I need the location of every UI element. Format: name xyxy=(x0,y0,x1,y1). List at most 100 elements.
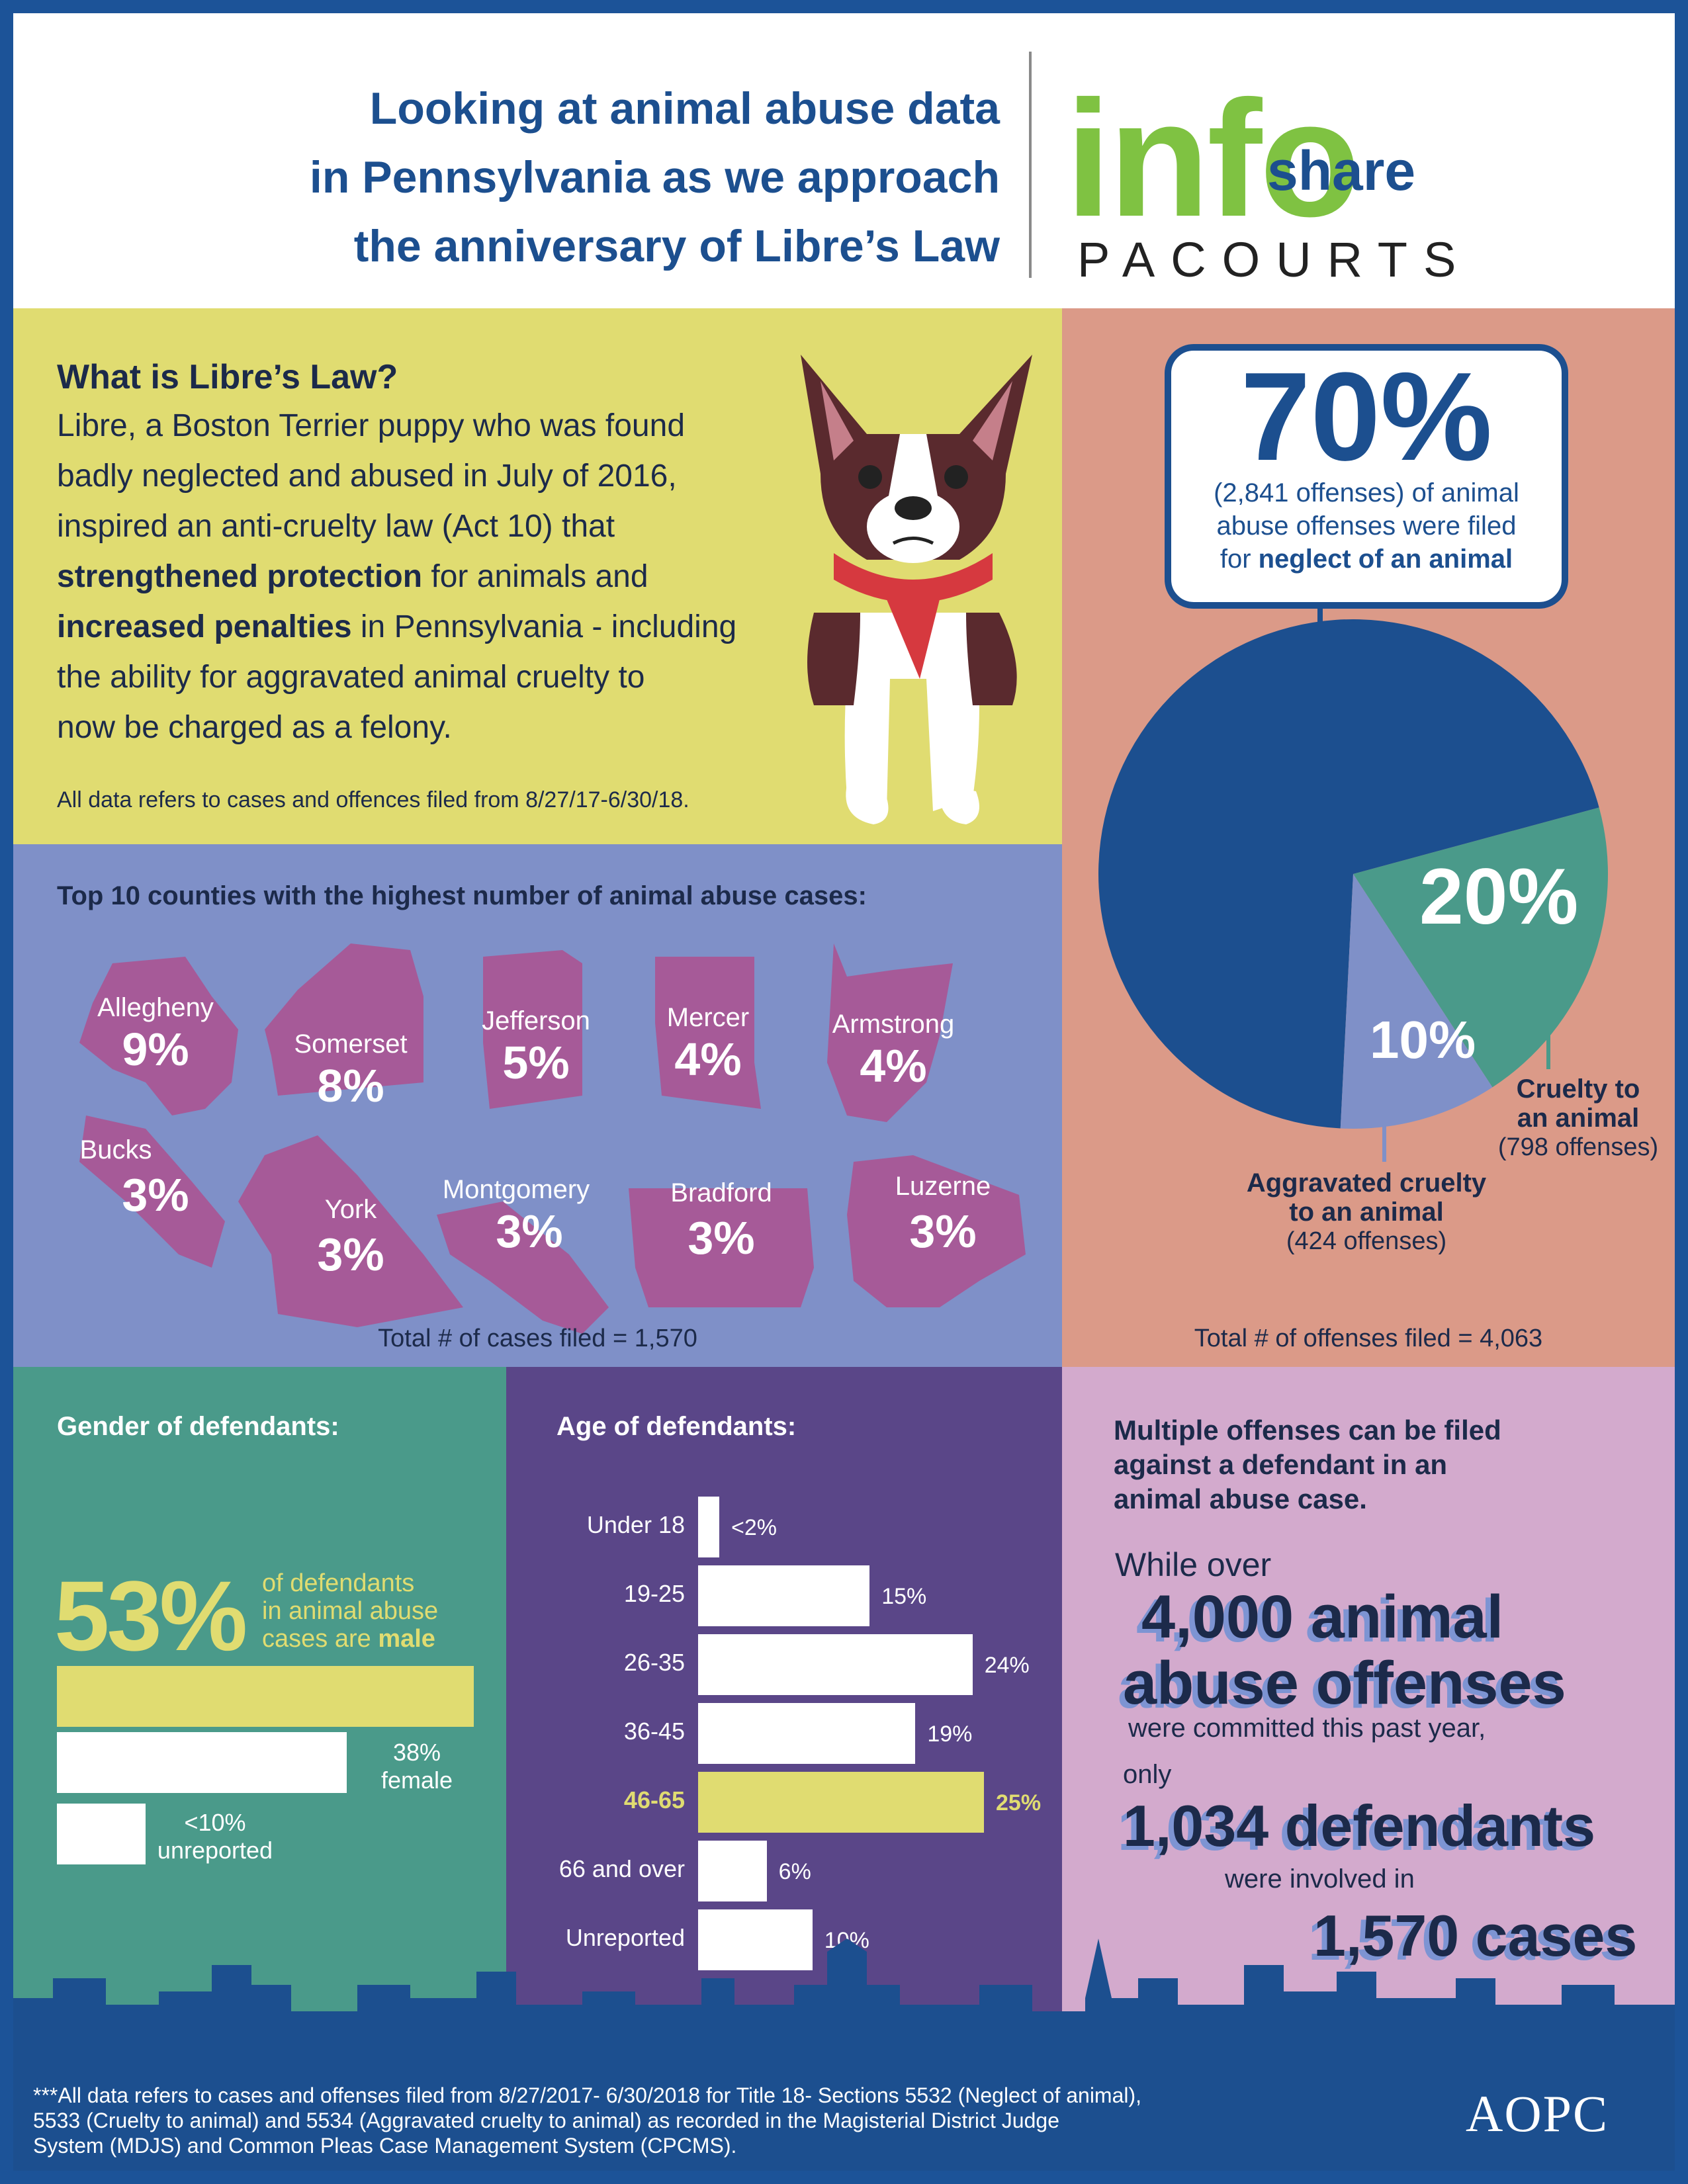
age-value: 19% xyxy=(927,1722,973,1747)
cruelty-line: Cruelty to xyxy=(1516,1074,1640,1104)
boston-terrier-illustration xyxy=(801,355,1032,824)
female-label: 38% female xyxy=(364,1739,470,1794)
age-label: Unreported xyxy=(565,1924,685,1951)
bucks-county-shape xyxy=(79,1115,225,1268)
libre-line: strengthened protection for animals and xyxy=(57,552,818,602)
logo-info: info xyxy=(1065,66,1360,251)
male-pct: 53% xyxy=(54,1560,247,1671)
pie-slice-cruelty xyxy=(1353,807,1608,1088)
male-text: cases are xyxy=(262,1625,378,1653)
libre-heading: What is Libre’s Law? xyxy=(57,358,398,396)
footer-note-line: 5533 (Cruelty to animal) and 5534 (Aggra… xyxy=(33,2109,1059,2132)
county-pct: 4% xyxy=(674,1033,742,1085)
neglect-line: abuse offenses were filed xyxy=(1216,511,1517,541)
logo-share: share xyxy=(1267,140,1416,202)
age-value: 25% xyxy=(996,1790,1042,1815)
aggravated-pct: 10% xyxy=(1370,1010,1476,1069)
county-pct: 5% xyxy=(502,1037,570,1088)
county-name: Bucks xyxy=(79,1135,152,1164)
logo-pacourts: PACOURTS xyxy=(1077,232,1472,287)
libre-line: Libre, a Boston Terrier puppy who was fo… xyxy=(57,408,686,443)
pie-slices xyxy=(1098,619,1608,1129)
footer: ***All data refers to cases and offenses… xyxy=(13,2029,1675,2171)
aggravated-line: to an animal xyxy=(1289,1198,1444,1227)
county-pct: 3% xyxy=(317,1229,384,1280)
offenses-stat: abuse offenses xyxy=(1123,1649,1566,1717)
age-value: 6% xyxy=(778,1859,811,1884)
while-over-text: While over xyxy=(1115,1546,1272,1583)
unreported-pct: <10% xyxy=(184,1809,246,1836)
cruelty-count: (798 offenses) xyxy=(1497,1133,1659,1161)
offenses-stat: 4,000 animal xyxy=(1141,1583,1504,1651)
montgomery-county-shape xyxy=(437,1201,609,1334)
header-divider xyxy=(1029,52,1032,278)
city-skyline-silhouette xyxy=(13,1939,1675,2031)
county-name: Luzerne xyxy=(895,1172,991,1201)
male-line: of defendants xyxy=(262,1569,415,1597)
allegheny-county-shape xyxy=(79,957,238,1115)
age-heading: Age of defendants: xyxy=(556,1412,797,1441)
libre-panel: What is Libre’s Law? Libre, a Boston Ter… xyxy=(13,308,1062,844)
libre-text: for animals and xyxy=(422,559,648,594)
county-shapes xyxy=(79,943,1026,1334)
age-value: 15% xyxy=(881,1584,927,1609)
female-bar xyxy=(57,1732,347,1793)
county-pct: 3% xyxy=(909,1205,977,1257)
counties-panel: Top 10 counties with the highest number … xyxy=(13,844,1062,1367)
pie-slice-aggravated xyxy=(1340,874,1493,1129)
libre-note: All data refers to cases and offences fi… xyxy=(57,787,689,812)
jefferson-county-shape xyxy=(483,950,582,1109)
libre-description: Libre, a Boston Terrier puppy who was fo… xyxy=(57,401,818,753)
age-label: Under 18 xyxy=(586,1511,685,1538)
county-pct: 9% xyxy=(122,1024,189,1075)
involved-text: were involved in xyxy=(1225,1864,1415,1894)
county-name: Allegheny xyxy=(97,993,214,1022)
libre-text: in Pennsylvania - including xyxy=(351,609,737,644)
counties-heading: Top 10 counties with the highest number … xyxy=(57,881,867,910)
male-bar xyxy=(57,1666,474,1727)
aggravated-line: Aggravated cruelty xyxy=(1246,1168,1487,1198)
county-name: Mercer xyxy=(666,1003,750,1032)
age-bar xyxy=(698,1497,719,1557)
libre-bold: strengthened protection xyxy=(57,559,423,594)
neglect-bold: neglect of an animal xyxy=(1258,545,1513,574)
footer-note-line: System (MDJS) and Common Pleas Case Mana… xyxy=(33,2134,737,2158)
york-county-shape xyxy=(238,1135,463,1327)
multi-heading-line: animal abuse case. xyxy=(1114,1483,1367,1514)
age-label: 19-25 xyxy=(623,1580,685,1607)
libre-line: now be charged as a felony. xyxy=(57,710,452,745)
female-text: female xyxy=(380,1767,453,1794)
mercer-county-shape xyxy=(655,957,761,1109)
county-pct: 8% xyxy=(317,1060,384,1112)
title-line-2: in Pennsylvania as we approach xyxy=(309,152,1000,202)
libre-line: inspired an anti-cruelty law (Act 10) th… xyxy=(57,509,615,544)
unreported-label: <10% unreported xyxy=(146,1809,285,1864)
county-name: Montgomery xyxy=(442,1175,590,1204)
age-bar xyxy=(698,1565,870,1626)
libre-line: increased penalties in Pennsylvania - in… xyxy=(57,602,818,652)
committed-text: were committed this past year, xyxy=(1128,1714,1486,1743)
cruelty-line: an animal xyxy=(1517,1104,1640,1133)
age-bar xyxy=(698,1703,916,1764)
county-pct: 3% xyxy=(122,1169,189,1221)
neglect-text: for xyxy=(1220,545,1259,574)
county-name: Somerset xyxy=(294,1029,408,1059)
aggravated-label: Aggravated cruelty to an animal (424 off… xyxy=(1227,1168,1505,1256)
aopc-logo: AOPC xyxy=(1466,2085,1609,2142)
somerset-county-shape xyxy=(265,943,423,1096)
cruelty-label: Cruelty to an animal (798 offenses) xyxy=(1486,1074,1671,1162)
armstrong-county-shape xyxy=(827,943,953,1122)
cases-stat: 1,570 cases xyxy=(1313,1903,1638,1968)
multi-heading-line: Multiple offenses can be filed xyxy=(1114,1415,1501,1446)
luzerne-county-shape xyxy=(847,1155,1026,1307)
age-panel: Age of defendants: Under 18 <2% 19-25 15% 26… xyxy=(506,1367,1062,2029)
pie-slice-neglect xyxy=(1098,619,1599,1129)
age-bar xyxy=(698,1772,984,1833)
county-pct: 3% xyxy=(496,1205,563,1257)
age-bar xyxy=(698,1909,813,1970)
male-label: of defendants in animal abuse cases are … xyxy=(262,1569,438,1653)
age-label: 36-45 xyxy=(623,1718,685,1745)
county-name: Jefferson xyxy=(482,1006,590,1035)
age-value: 24% xyxy=(984,1653,1030,1678)
neglect-line: for neglect of an animal xyxy=(1171,543,1562,576)
